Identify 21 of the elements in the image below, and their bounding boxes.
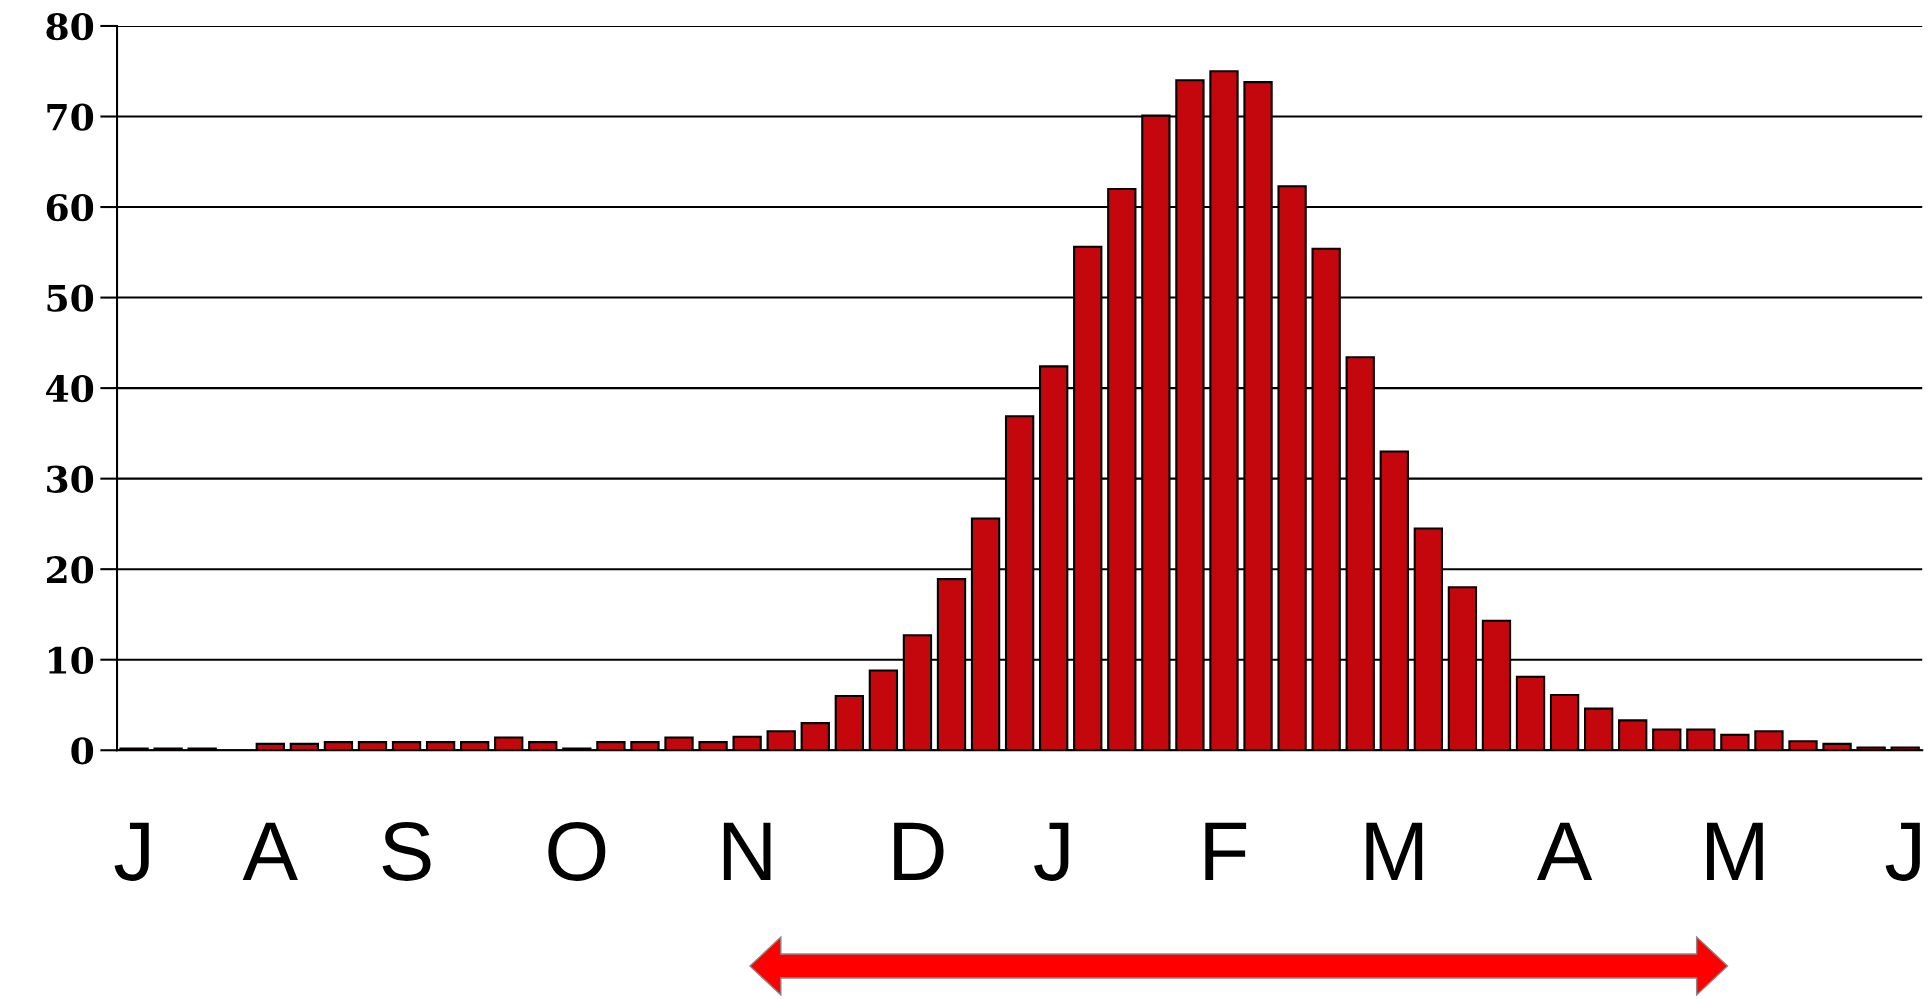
y-tick-label: 20 [46,556,94,584]
x-tick-label: A [1536,822,1593,881]
x-tick-label: N [723,822,771,881]
x-tick-label: J [1885,822,1920,881]
y-tick-label: 70 [47,103,94,131]
x-tick-label: A [242,822,298,881]
x-tick-label: J [1034,822,1069,881]
x-tick-label: F [1205,822,1247,881]
x-tick-label: M [1707,822,1763,881]
y-tick-label: 10 [48,646,94,674]
y-tick-label: 60 [46,193,94,222]
x-tick-label: S [382,821,431,881]
y-tick-label: 0 [71,737,94,765]
x-tick-label: M [1366,822,1423,881]
x-tick-label: D [894,822,944,881]
y-tick-label: 80 [46,12,94,41]
x-tick-label: J [114,822,149,881]
y-tick-label: 40 [46,375,94,403]
y-tick-label: 30 [47,465,94,493]
x-tick-label: O [548,821,606,881]
y-tick-label: 50 [47,284,94,312]
